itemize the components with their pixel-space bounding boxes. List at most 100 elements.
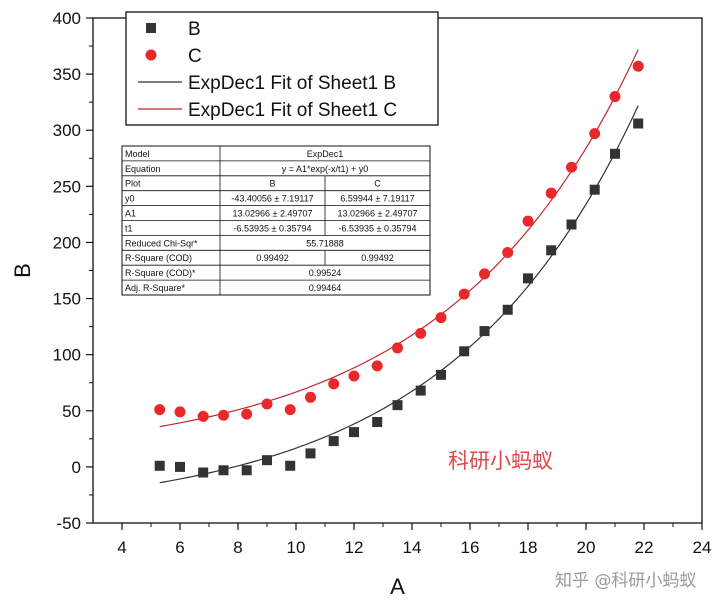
point-series-c bbox=[218, 409, 229, 421]
table-cell-label: y0 bbox=[125, 194, 135, 204]
point-series-b bbox=[459, 346, 470, 357]
y-tick-label: 100 bbox=[53, 346, 81, 365]
point-series-c bbox=[502, 247, 514, 259]
axes: 4 6 8 10 12 14 16 18 20 22 24 -50 0 50 100 150 200 250 300… bbox=[10, 9, 711, 599]
table-cell-label: A1 bbox=[125, 209, 136, 219]
point-series-c bbox=[415, 327, 427, 339]
legend-label: ExpDec1 Fit of Sheet1 C bbox=[188, 100, 397, 121]
x-tick-label: 8 bbox=[233, 538, 242, 557]
legend-marker-circle bbox=[145, 49, 157, 61]
fit-parameters-table: Model ExpDec1 Equation y = A1*exp(-x/t1) + … bbox=[121, 145, 431, 296]
table-cell-label: R-Square (COD) bbox=[125, 253, 192, 263]
point-series-c bbox=[261, 398, 273, 410]
table-cell-value: -6.53935 ± 0.35794 bbox=[233, 223, 311, 233]
x-axis-title: A bbox=[390, 574, 405, 599]
table-cell-value: 13.02966 ± 2.49707 bbox=[337, 209, 417, 219]
table-cell-label: Equation bbox=[125, 164, 161, 174]
legend-label: ExpDec1 Fit of Sheet1 B bbox=[188, 73, 396, 94]
x-tick-label: 22 bbox=[635, 538, 654, 557]
table-cell-value: 6.59944 ± 7.19117 bbox=[340, 194, 414, 204]
legend-label: C bbox=[188, 46, 202, 67]
x-tick-label: 16 bbox=[461, 538, 480, 557]
point-series-c bbox=[241, 408, 253, 420]
point-series-c bbox=[589, 128, 601, 140]
table-cell-value: 0.99492 bbox=[256, 253, 289, 263]
fit-curve bbox=[159, 105, 639, 484]
y-tick-label: 0 bbox=[72, 458, 81, 477]
point-series-b bbox=[589, 184, 600, 195]
y-tick-label: -50 bbox=[56, 514, 81, 533]
table-cell-value: -43.40056 ± 7.19117 bbox=[231, 194, 313, 204]
table-cell-value: -6.53935 ± 0.35794 bbox=[338, 223, 416, 233]
table-cell-value: y = A1*exp(-x/t1) + y0 bbox=[282, 164, 369, 174]
y-tick-label: 250 bbox=[53, 177, 81, 196]
point-series-b bbox=[415, 385, 426, 396]
point-series-c bbox=[545, 187, 557, 199]
point-series-c bbox=[197, 410, 209, 422]
table-cell-label: Adj. R-Square* bbox=[125, 283, 186, 293]
x-tick-label: 4 bbox=[117, 538, 126, 557]
point-series-b bbox=[633, 118, 644, 129]
point-series-b bbox=[566, 219, 577, 230]
point-series-b bbox=[305, 448, 316, 459]
point-series-b bbox=[372, 417, 383, 427]
table-cell-value: 0.99492 bbox=[361, 253, 394, 263]
point-series-b bbox=[198, 467, 209, 478]
table-cell-value: ExpDec1 bbox=[307, 149, 344, 159]
point-series-b bbox=[523, 273, 533, 284]
table-cell-value: B bbox=[269, 179, 275, 189]
watermark-center: 科研小蚂蚁 bbox=[448, 449, 553, 473]
point-series-c bbox=[566, 161, 577, 173]
point-series-b bbox=[392, 400, 403, 411]
table-cell-value: 0.99524 bbox=[309, 268, 342, 278]
point-series-b bbox=[502, 304, 513, 315]
y-tick-label: 50 bbox=[62, 402, 81, 421]
point-series-c bbox=[522, 215, 534, 227]
table-cell-label: Reduced Chi-Sqr* bbox=[125, 238, 198, 248]
point-series-b bbox=[610, 148, 620, 159]
point-series-c bbox=[458, 288, 470, 300]
y-tick-label: 150 bbox=[53, 290, 81, 309]
table-cell-label: R-Square (COD)* bbox=[125, 268, 196, 278]
watermark-bottom-right: 知乎 @科研小蚂蚁 bbox=[555, 571, 696, 591]
legend-label: B bbox=[188, 19, 201, 40]
data-points bbox=[154, 60, 644, 478]
legend-box bbox=[125, 11, 439, 126]
x-tick-label: 14 bbox=[403, 538, 422, 557]
point-series-b bbox=[479, 326, 490, 337]
legend: BC ExpDec1 Fit of Sheet1 B ExpDec1 Fit of … bbox=[125, 11, 439, 126]
point-series-b bbox=[241, 465, 252, 476]
point-series-b bbox=[154, 460, 165, 471]
point-series-c bbox=[371, 360, 383, 372]
point-series-b bbox=[328, 436, 339, 447]
table-cell-label: Model bbox=[125, 149, 150, 159]
x-tick-label: 10 bbox=[287, 538, 306, 557]
table-cell-value: C bbox=[374, 179, 381, 189]
point-series-b bbox=[175, 461, 185, 472]
point-series-c bbox=[435, 312, 447, 324]
point-series-c bbox=[328, 378, 340, 390]
y-tick-label: 300 bbox=[53, 121, 81, 140]
point-series-c bbox=[174, 406, 186, 418]
x-tick-label: 18 bbox=[519, 538, 538, 557]
table-cell-value: 0.99464 bbox=[309, 283, 342, 293]
point-series-c bbox=[479, 268, 490, 280]
point-series-b bbox=[546, 245, 557, 256]
y-tick-label: 200 bbox=[53, 233, 81, 252]
table-cell-label: Plot bbox=[125, 179, 141, 189]
point-series-b bbox=[262, 455, 272, 466]
y-axis-title: B bbox=[10, 263, 35, 278]
x-tick-label: 12 bbox=[345, 538, 364, 557]
point-series-c bbox=[348, 370, 360, 382]
x-tick-label: 24 bbox=[693, 538, 712, 557]
point-series-c bbox=[609, 91, 621, 103]
x-tick-label: 6 bbox=[175, 538, 184, 557]
y-tick-label: 400 bbox=[53, 9, 81, 28]
point-series-c bbox=[284, 404, 296, 416]
legend-marker-square bbox=[146, 23, 156, 33]
point-series-c bbox=[392, 342, 403, 354]
table-cell-label: t1 bbox=[125, 223, 133, 233]
point-series-b bbox=[218, 465, 229, 476]
point-series-b bbox=[349, 427, 359, 438]
